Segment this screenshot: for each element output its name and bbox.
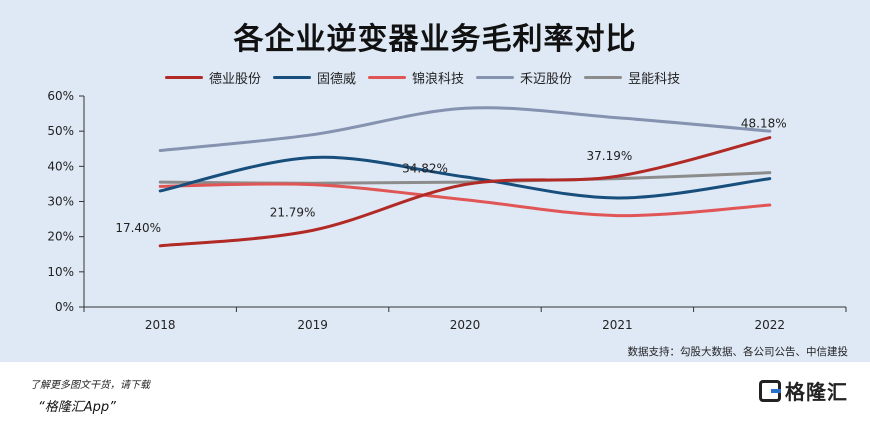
data-label: 21.79% [270, 205, 316, 219]
legend-swatch [368, 75, 407, 79]
download-prompt: 了解更多图文干货，请下载 [30, 380, 150, 391]
x-tick-label: 2019 [297, 318, 328, 332]
legend-item-4: 禾迈股份 [476, 68, 572, 87]
logo-text: 格隆汇 [785, 380, 848, 404]
series-line-3 [158, 182, 772, 218]
legend-swatch [584, 75, 623, 79]
data-source-note: 数据支持：勾股大数据、各公司公告、中信建投 [627, 346, 849, 358]
x-tick-label: 2018 [145, 318, 176, 332]
legend-item-3: 锦浪科技 [368, 68, 464, 87]
y-tick-label: 10% [47, 265, 74, 279]
chart-legend: 德业股份 固德威 锦浪科技 禾迈股份 昱能科技 [165, 64, 680, 90]
chart-title: 各企业逆变器业务毛利率对比 [233, 22, 637, 57]
brand-logo: 格隆汇 [759, 376, 848, 405]
logo-icon [759, 379, 781, 402]
x-tick-label: 2021 [602, 318, 633, 332]
legend-swatch [476, 75, 515, 79]
legend-item-2: 固德威 [273, 68, 356, 87]
y-tick-label: 20% [47, 230, 74, 244]
y-tick-label: 0% [55, 300, 74, 314]
y-tick-label: 60% [47, 89, 74, 103]
data-label: 48.18% [741, 117, 787, 131]
app-name: “格隆汇App” [38, 400, 116, 415]
line-chart: 0% 10% 20% 30% 40% 50% 60% 2018 2019 2020 2021 2022… [47, 89, 847, 332]
legend-swatch [273, 75, 312, 79]
series-line-4 [158, 106, 772, 153]
data-label: 37.19% [587, 149, 633, 163]
legend-label: 禾迈股份 [520, 71, 573, 87]
data-label: 17.40% [115, 221, 161, 235]
x-tick-label: 2022 [755, 318, 786, 332]
legend-label: 德业股份 [209, 71, 262, 87]
legend-item-5: 昱能科技 [584, 68, 680, 87]
legend-label: 锦浪科技 [412, 71, 465, 87]
series-line-2 [158, 155, 772, 200]
legend-swatch [165, 75, 203, 79]
y-tick-label: 40% [47, 159, 74, 173]
y-tick-label: 30% [47, 195, 74, 209]
x-tick-label: 2020 [450, 318, 481, 332]
legend-label: 昱能科技 [628, 71, 681, 87]
y-tick-label: 50% [47, 124, 74, 138]
legend-label: 固德威 [317, 71, 357, 87]
data-label: 34.82% [402, 162, 448, 176]
legend-item-1: 德业股份 [165, 68, 261, 87]
series-line-1 [158, 136, 772, 248]
